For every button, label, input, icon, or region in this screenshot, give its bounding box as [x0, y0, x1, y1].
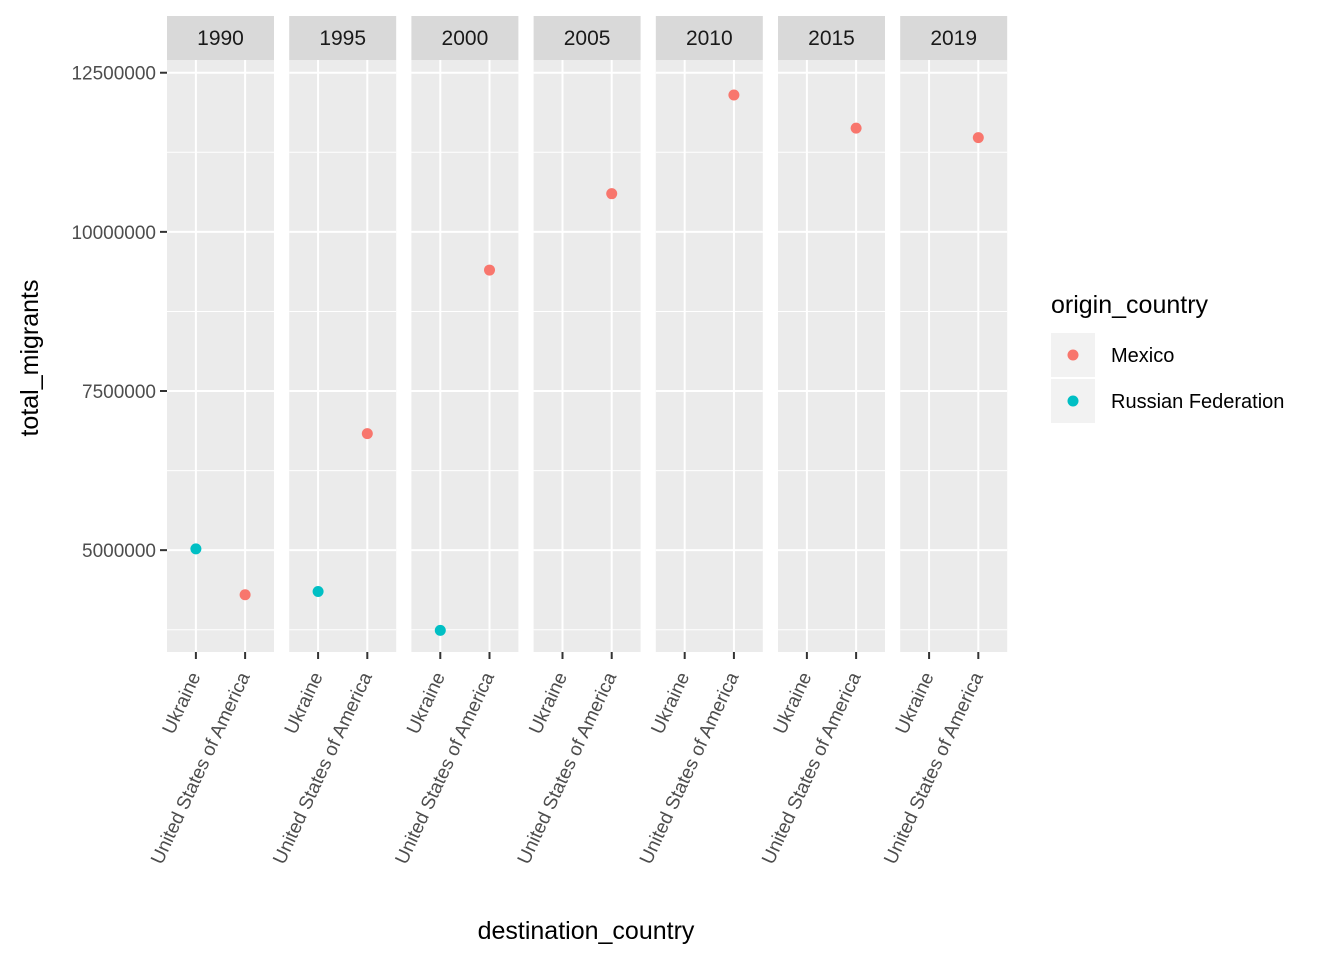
x-tick-label: Ukraine: [648, 669, 695, 737]
facet-strip-label: 1990: [197, 27, 244, 50]
legend-label: Russian Federation: [1111, 391, 1284, 413]
data-point: [484, 264, 496, 276]
y-axis-title: total_migrants: [16, 279, 44, 436]
facet-strip-label: 1995: [319, 27, 366, 50]
data-point: [312, 586, 324, 598]
facet-strip: [900, 16, 1008, 60]
x-tick-label: Ukraine: [281, 669, 328, 737]
x-tick-label: United States of America: [636, 669, 744, 868]
data-point: [606, 188, 618, 200]
x-tick-label: United States of America: [880, 669, 988, 868]
y-tick-label: 12500000: [71, 64, 156, 85]
y-axis: 5000000 7500000 10000000 12500000: [71, 64, 167, 562]
y-tick-label: 7500000: [82, 382, 156, 403]
legend-label: Mexico: [1111, 345, 1174, 367]
y-tick-label: 5000000: [82, 541, 156, 562]
x-tick-label: Ukraine: [525, 669, 572, 737]
x-axis-title: destination_country: [478, 917, 695, 945]
facet-strip-label: 2019: [930, 27, 977, 50]
panel-background: [289, 60, 397, 652]
legend-keys: Mexico Russian Federation: [1051, 333, 1284, 423]
x-tick-label: United States of America: [758, 669, 866, 868]
data-point: [434, 624, 446, 636]
data-point: [850, 122, 862, 134]
facet-strip-label: 2010: [686, 27, 733, 50]
facet-strip: [289, 16, 397, 60]
data-point: [361, 428, 373, 440]
y-tick-label: 10000000: [71, 223, 156, 244]
data-point: [728, 89, 740, 101]
panel-background: [778, 60, 885, 652]
legend: origin_country Mexico Russian Federation: [1051, 291, 1284, 423]
panel-background: [533, 60, 641, 652]
data-point: [239, 589, 251, 601]
x-tick-label: United States of America: [269, 669, 377, 868]
x-tick-label: Ukraine: [403, 669, 450, 737]
x-tick-label: United States of America: [514, 669, 622, 868]
x-tick-label: Ukraine: [159, 669, 206, 737]
panel-background: [411, 60, 519, 652]
legend-symbol: [1067, 349, 1079, 361]
panel-background: [167, 60, 274, 652]
legend-title: origin_country: [1051, 291, 1209, 319]
x-tick-label: United States of America: [147, 669, 255, 868]
facet-strip-label: 2000: [442, 27, 489, 50]
data-point: [190, 543, 202, 555]
facet-strip: [655, 16, 763, 60]
facet-strip-label: 2015: [808, 27, 855, 50]
facet-strip: [411, 16, 519, 60]
data-point: [972, 132, 984, 144]
panel-background: [655, 60, 763, 652]
facet-strip-label: 2005: [564, 27, 611, 50]
facet-strip: [778, 16, 885, 60]
x-tick-label: United States of America: [392, 669, 500, 868]
x-tick-label: Ukraine: [770, 669, 817, 737]
panel-background: [900, 60, 1008, 652]
facet-strip: [533, 16, 641, 60]
x-tick-label: Ukraine: [892, 669, 939, 737]
legend-symbol: [1067, 395, 1079, 407]
facet-strip: [167, 16, 274, 60]
